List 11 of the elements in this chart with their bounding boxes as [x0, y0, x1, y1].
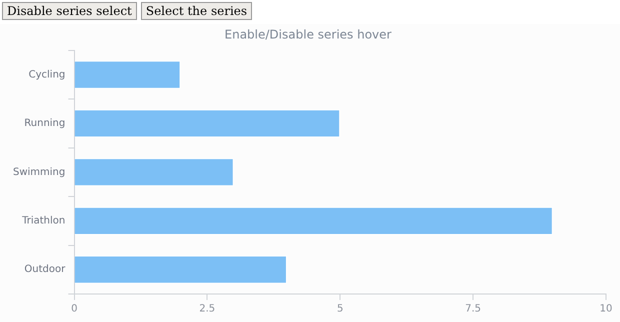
- chart-title: Enable/Disable series hover: [224, 27, 392, 42]
- y-tick-label: Outdoor: [24, 264, 66, 276]
- x-tick-label: 5: [336, 304, 344, 315]
- y-tick-label: Cycling: [28, 69, 66, 80]
- y-tick-label: Triathlon: [21, 216, 66, 227]
- x-tick-label: 7.5: [465, 304, 482, 315]
- y-tick-label: Swimming: [12, 166, 66, 178]
- y-tick-label: Running: [24, 118, 66, 130]
- x-tick-label: 2.5: [199, 304, 216, 315]
- x-tick-label: 0: [71, 304, 78, 315]
- x-tick-label: 10: [600, 304, 612, 315]
